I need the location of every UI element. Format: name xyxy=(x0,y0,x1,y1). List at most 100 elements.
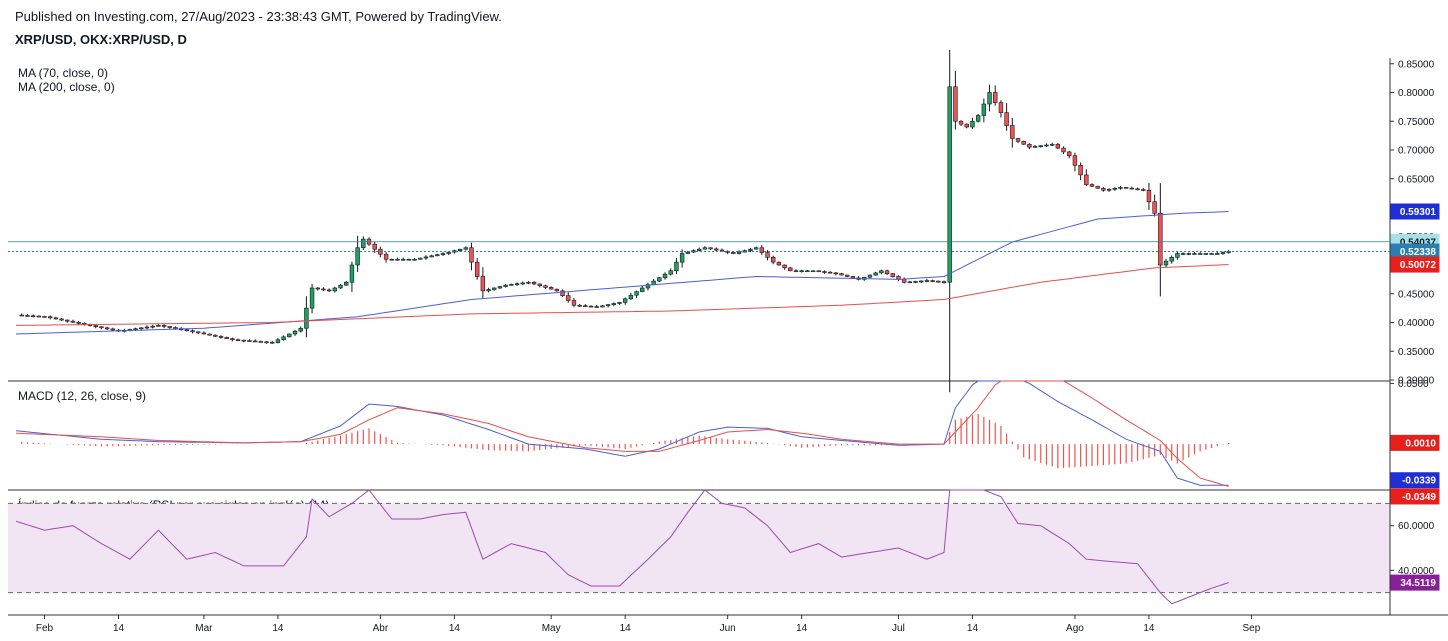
candle-down xyxy=(953,86,958,122)
candle-up xyxy=(947,86,952,283)
candle-down xyxy=(326,289,332,292)
candle-up xyxy=(810,270,816,273)
macd-panel xyxy=(15,380,1230,487)
y-tick-label: 0.45000 xyxy=(1398,289,1435,300)
candle-down xyxy=(47,316,53,319)
candle-up xyxy=(509,284,514,286)
candle-up xyxy=(873,272,878,276)
candle-down xyxy=(258,341,264,343)
symbol-title: XRP/USD, OKX:XRP/USD, D xyxy=(15,32,187,47)
candle-down xyxy=(93,325,98,328)
macd-tag: -0.0339 xyxy=(1402,476,1436,487)
candle-down xyxy=(99,326,104,329)
candle-down xyxy=(1141,189,1146,191)
candle-up xyxy=(628,294,634,300)
candle-down xyxy=(901,279,907,283)
candle-down xyxy=(173,327,178,329)
x-tick-label: 14 xyxy=(620,623,632,634)
candle-up xyxy=(287,333,292,338)
candle-up xyxy=(674,261,679,272)
candle-up xyxy=(617,302,622,304)
candle-up xyxy=(1180,253,1186,255)
rsi-band xyxy=(8,503,1390,593)
price-panel xyxy=(8,49,1390,393)
candle-down xyxy=(543,285,548,288)
candle-down xyxy=(583,305,588,307)
candle-down xyxy=(1067,151,1072,157)
x-tick-label: Mar xyxy=(195,623,213,634)
candle-up xyxy=(1112,188,1117,190)
x-tick-label: 14 xyxy=(272,623,284,634)
ma200-legend: MA (200, close, 0) xyxy=(18,80,115,94)
candle-down xyxy=(224,337,229,339)
candle-up xyxy=(679,253,685,263)
candle-down xyxy=(235,339,241,342)
candle-up xyxy=(1163,260,1169,266)
y-tick-label: 0.0500 xyxy=(1398,379,1429,390)
candle-up xyxy=(645,284,651,289)
signal-tag-box xyxy=(1390,488,1440,505)
candle-down xyxy=(383,253,389,260)
candle-down xyxy=(930,280,935,282)
candle-down xyxy=(218,335,224,338)
candle-up xyxy=(907,281,913,284)
candle-up xyxy=(640,287,645,292)
candle-up xyxy=(662,273,668,278)
y-tick-label: 0.35000 xyxy=(1398,347,1435,358)
candle-up xyxy=(805,270,810,273)
candle-up xyxy=(418,257,423,260)
candle-down xyxy=(1015,138,1021,142)
candle-down xyxy=(833,272,839,275)
candle-down xyxy=(1089,184,1095,187)
candle-down xyxy=(765,252,770,258)
candle-down xyxy=(537,283,542,287)
candle-up xyxy=(1220,252,1226,254)
rsi-tag: 34.5119 xyxy=(1400,578,1436,589)
candle-up xyxy=(605,304,611,307)
candle-down xyxy=(759,247,765,253)
candle-down xyxy=(1095,186,1100,189)
candle-up xyxy=(685,251,691,254)
candle-up xyxy=(446,251,451,254)
candle-up xyxy=(332,287,338,292)
candle-up xyxy=(1203,253,1209,255)
candle-down xyxy=(531,281,537,285)
y-tick-label: 0.75000 xyxy=(1398,117,1435,128)
candle-down xyxy=(207,333,212,336)
candle-up xyxy=(395,258,400,261)
candle-up xyxy=(924,280,930,282)
candle-up xyxy=(1049,143,1055,146)
candle-down xyxy=(816,270,821,273)
candle-up xyxy=(668,270,673,275)
candle-up xyxy=(514,283,520,285)
candle-up xyxy=(492,287,497,290)
ma70-line xyxy=(15,211,1229,335)
current-price-tag: 0.52338 xyxy=(1400,247,1437,258)
candle-up xyxy=(1186,253,1191,255)
candle-down xyxy=(554,288,560,292)
ma200-tag: 0.50072 xyxy=(1400,260,1437,271)
rsi-line xyxy=(15,489,1229,605)
y-tick-label: 0.80000 xyxy=(1398,88,1435,99)
signal-tag: -0.0349 xyxy=(1402,492,1436,503)
candle-down xyxy=(998,102,1004,113)
candle-up xyxy=(457,248,463,251)
candle-down xyxy=(110,328,116,331)
candle-up xyxy=(702,247,708,250)
candle-down xyxy=(850,276,856,279)
candle-down xyxy=(53,317,59,320)
candle-up xyxy=(611,303,617,305)
candle-down xyxy=(70,320,76,323)
candle-down xyxy=(839,273,844,276)
candle-up xyxy=(309,287,315,309)
macd-hist-tag-box xyxy=(1390,434,1440,451)
candle-down xyxy=(708,247,713,250)
x-tick-label: Jun xyxy=(720,623,736,634)
candle-up xyxy=(622,298,628,303)
candle-up xyxy=(275,339,281,343)
rsi-panel xyxy=(15,489,1229,605)
signal-line xyxy=(15,380,1229,487)
y-tick-label: 0.70000 xyxy=(1398,146,1435,157)
